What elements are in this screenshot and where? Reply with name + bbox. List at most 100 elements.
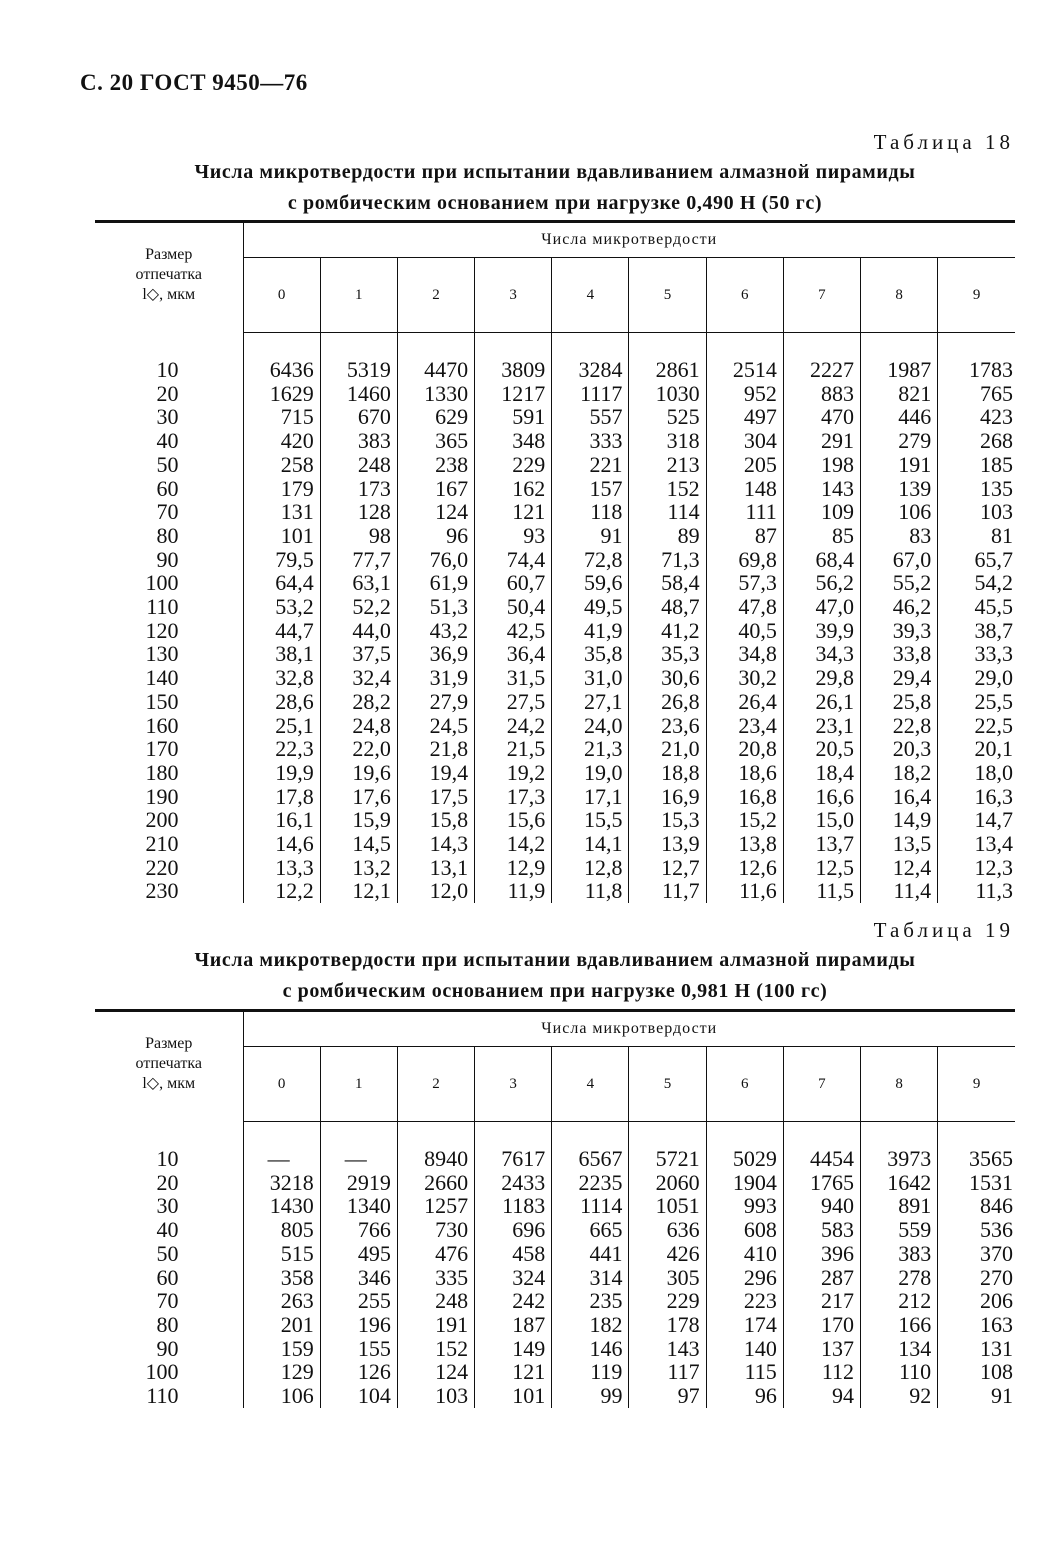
hardness-value: 135	[980, 475, 1013, 501]
hardness-value: 64,4	[243, 571, 321, 596]
hardness-value: 268	[980, 428, 1013, 454]
table-row: 230 12,2 12,1 12,0 11,9 11,8 11,7 11,6 11,5 11,4 1…	[95, 878, 1015, 904]
hardness-value: 11,9	[474, 879, 553, 904]
hardness-value: 114	[628, 500, 707, 524]
hardness-value: 270	[980, 1264, 1013, 1290]
hardness-value: 31,5	[474, 666, 553, 690]
hardness-value: 59,6	[551, 571, 630, 596]
hardness-value: 149	[474, 1336, 553, 1361]
hardness-value: 44,7	[243, 619, 321, 643]
hardness-value: 26,1	[783, 690, 862, 714]
page-header: С. 20 ГОСТ 9450—76	[80, 70, 308, 95]
table-row: 30 715 670 629 591 557 525 497 470 446 423	[95, 405, 1015, 430]
hardness-value: 235	[551, 1289, 630, 1313]
row-size: 120	[95, 619, 244, 643]
table-row: 40 420 383 365 348 333 318 304 291 279 268	[95, 429, 1015, 453]
hardness-value: 39,3	[860, 619, 939, 643]
table-row: 70 263 255 248 242 235 229 223 217 212 206	[95, 1289, 1015, 1313]
hardness-value: 124	[397, 1360, 476, 1385]
hardness-value: 229	[628, 1289, 707, 1313]
hardness-value: 83	[860, 524, 939, 548]
hardness-value: 6436	[243, 332, 321, 382]
hardness-value: 2919	[320, 1170, 398, 1195]
hardness-value: 11,4	[860, 879, 939, 904]
hardness-value: 4454	[783, 1121, 862, 1171]
row-header: Размер отпечатка l◇, мкм	[95, 221, 244, 333]
column-header: 0	[243, 257, 321, 333]
table-19-title-line2: с ромбическим основанием при нагрузке 0,…	[282, 980, 828, 1002]
hardness-value: 7617	[474, 1121, 553, 1171]
hardness-value: 48,7	[628, 595, 707, 619]
hardness-value: 96	[397, 524, 476, 548]
hardness-value: 74,4	[474, 547, 553, 572]
table-row: 60 179 173 167 162 157 152 148 143 139 135	[95, 475, 1015, 501]
hardness-value: 16,3	[974, 783, 1014, 809]
hardness-value: 3809	[474, 332, 553, 382]
column-header: 3	[474, 257, 553, 333]
hardness-value: 476	[397, 1242, 476, 1266]
hardness-value: 44,0	[320, 619, 398, 643]
hardness-value: 24,5	[397, 713, 476, 738]
hardness-value: 201	[243, 1313, 321, 1337]
hardness-value: 29,8	[783, 666, 862, 690]
hardness-value: 68,4	[783, 547, 862, 572]
hardness-value: 446	[860, 405, 939, 430]
hardness-value: 50,4	[474, 595, 553, 619]
hardness-value: 279	[860, 429, 939, 453]
hardness-value: 21,3	[551, 737, 630, 761]
hardness-value: 557	[551, 405, 630, 430]
row-size: 30	[95, 1194, 244, 1219]
hardness-value: 21,5	[474, 737, 553, 761]
hardness-value: 1340	[320, 1194, 398, 1219]
hardness-value: 12,9	[474, 856, 553, 880]
row-size: 90	[95, 1336, 244, 1361]
hardness-value: 258	[243, 453, 321, 477]
hardness-value: 21,8	[397, 737, 476, 761]
hardness-value: 170	[783, 1313, 862, 1337]
hardness-value: 629	[397, 405, 476, 430]
hardness-value: 11,3	[975, 878, 1013, 904]
hardness-value: 314	[551, 1265, 630, 1290]
table-row: 220 13,3 13,2 13,1 12,9 12,8 12,7 12,6 12,5 12,4 1…	[95, 856, 1015, 880]
row-header-line3: l◇, мкм	[142, 286, 196, 303]
hardness-value: 670	[320, 405, 398, 430]
table-row: 50 258 248 238 229 221 213 205 198 191 185	[95, 453, 1015, 477]
row-size: 50	[95, 1242, 244, 1266]
table-row: 140 32,8 32,4 31,9 31,5 31,0 30,6 30,2 29,8 29,4 2…	[95, 666, 1015, 690]
row-size: 40	[95, 429, 244, 453]
hardness-value: 766	[320, 1218, 398, 1242]
table-row: 10 6436 5319 4470 3809 3284 2861 2514 2227 1987 17…	[95, 332, 1015, 382]
hardness-value: 131	[243, 500, 321, 524]
table-row: 60 358 346 335 324 314 305 296 287 278 270	[95, 1264, 1015, 1290]
table-row: 180 19,9 19,6 19,4 19,2 19,0 18,8 18,6 18,4 18,2 1…	[95, 761, 1015, 785]
hardness-value: 24,8	[320, 713, 398, 738]
hardness-value: 348	[474, 429, 553, 453]
hardness-value: 20,5	[783, 737, 862, 761]
hardness-value: 25,1	[243, 713, 321, 738]
hardness-value: 182	[551, 1313, 630, 1337]
hardness-value: 14,6	[243, 832, 321, 856]
column-header: 9	[937, 257, 1015, 333]
row-size: 170	[95, 737, 244, 761]
hardness-value: 370	[980, 1240, 1013, 1266]
hardness-value: 110	[860, 1360, 939, 1385]
table-row: 20 3218 2919 2660 2433 2235 2060 1904 1765 1642 15…	[95, 1170, 1015, 1195]
row-size: 20	[95, 1170, 244, 1195]
row-size: 10	[95, 1121, 244, 1171]
hardness-value: 146	[551, 1336, 630, 1361]
hardness-value: 140	[706, 1336, 784, 1361]
hardness-value: 8940	[397, 1121, 476, 1171]
hardness-value: 22,5	[974, 712, 1014, 738]
hardness-value: 14,7	[974, 807, 1014, 833]
hardness-value: 155	[320, 1336, 398, 1361]
hardness-value: 1114	[551, 1194, 630, 1219]
hardness-value: 33,8	[860, 642, 939, 667]
hardness-value: 26,8	[628, 690, 707, 714]
hardness-value: 12,1	[320, 879, 398, 904]
hardness-value: 51,3	[397, 595, 476, 619]
row-size: 50	[95, 453, 244, 477]
row-size: 70	[95, 500, 244, 524]
hardness-value: 13,5	[860, 832, 939, 856]
hardness-value: 47,0	[783, 595, 862, 619]
hardness-value: 18,0	[974, 759, 1014, 785]
